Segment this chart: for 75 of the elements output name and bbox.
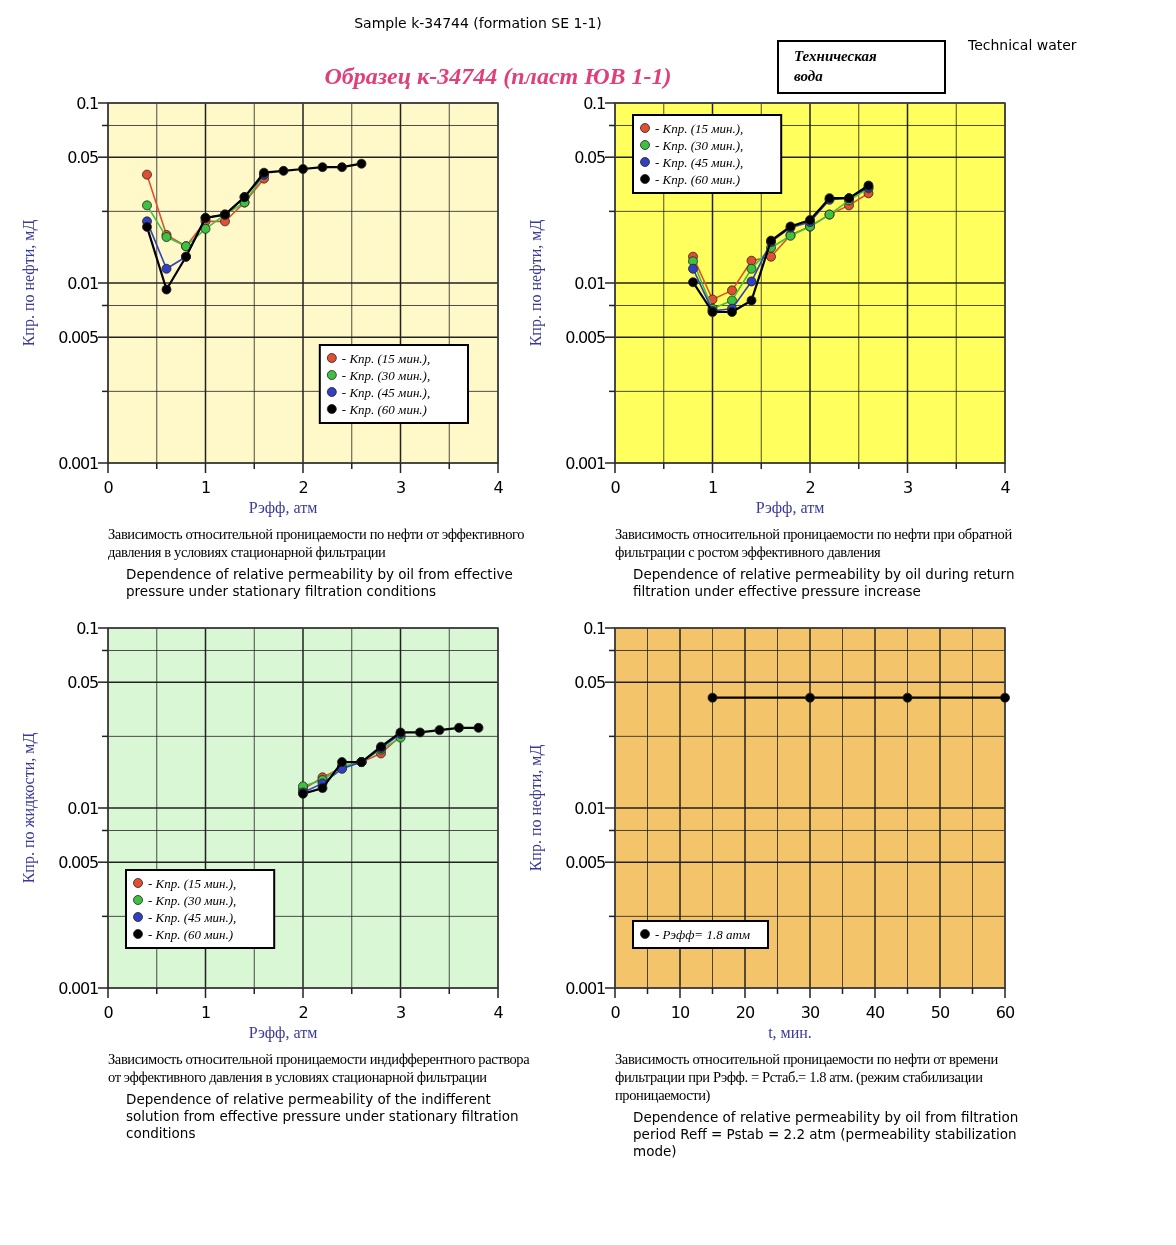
x-tick-label: 4 <box>1000 478 1011 497</box>
x-tick-label: 10 <box>670 1003 690 1022</box>
legend-label: - Кпр. (30 мин.), <box>148 893 237 908</box>
x-tick-label: 3 <box>902 478 913 497</box>
chart-title: Образец к-34744 (пласт ЮВ 1-1) <box>324 63 672 89</box>
y-tick-label: 0.05 <box>574 148 606 168</box>
legend-label: - Кпр. (15 мин.), <box>341 351 431 366</box>
text: Dependence of relative permeability by oil from filtration period Reff = Pstab = 2.2 atm (permeability stabilization mode) <box>633 1109 1019 1159</box>
x-tick-label: 3 <box>395 1003 406 1022</box>
legend-label: - Кпр. (30 мин.), <box>341 368 431 383</box>
y-tick-label: 0.05 <box>67 148 99 168</box>
y-tick-label: 0.01 <box>574 274 606 293</box>
y-tick-label: 0.005 <box>58 328 99 348</box>
x-tick-label: 1 <box>200 1003 211 1022</box>
y-tick-label: 0.005 <box>565 853 606 873</box>
y-tick-label: 0.01 <box>574 799 606 818</box>
text: Зависимость относительной проницаемости по нефти от времени фильтрации при Рэфф. = Рстаб.= 1.8 атм. (режим стабилизации проницаемости) <box>615 1051 999 1104</box>
x-tick-label: 0 <box>610 1003 621 1022</box>
legend-label: - Кпр. (45 мин.), <box>148 910 237 925</box>
chart-subtitle: Technical water <box>967 37 1077 53</box>
text: Dependence of relative permeability of the indifferent solution from effective pressure under stationary filtration conditions <box>126 1091 519 1141</box>
y-tick-label: 0.05 <box>574 673 606 693</box>
text: Dependence of relative permeability by oil during return filtration under effective pressure increase <box>633 566 1015 599</box>
y-tick-label: 0.01 <box>67 799 99 818</box>
chart-title: Техническая вода <box>794 48 877 84</box>
x-tick-label: 3 <box>395 478 406 497</box>
x-tick-label: 60 <box>995 1003 1015 1022</box>
x-axis-title: t, мин. <box>768 1024 812 1041</box>
y-axis-title: Кпр. по нефти, мД <box>527 219 545 347</box>
legend-label: - Кпр. (45 мин.), <box>655 155 744 170</box>
chart-subtitle: Sample k-34744 (formation SE 1-1) <box>354 15 602 31</box>
y-tick-label: 0.005 <box>58 853 99 873</box>
x-tick-label: 0 <box>103 478 114 497</box>
x-tick-label: 4 <box>493 478 504 497</box>
y-tick-label: 0.001 <box>565 979 606 998</box>
y-tick-label: 0.001 <box>58 979 99 998</box>
text: Dependence of relative permeability by oil from effective pressure under stationary filtration conditions <box>126 566 513 599</box>
x-tick-label: 2 <box>298 478 308 497</box>
legend-label: - Кпр. (15 мин.), <box>655 121 744 136</box>
y-tick-label: 0.001 <box>565 454 606 473</box>
y-axis-title: Кпр. по жидкости, мД <box>20 732 38 884</box>
x-axis-title: Рэфф, атм <box>755 499 825 517</box>
legend-label: - Кпр. (45 мин.), <box>341 385 431 400</box>
text: Зависимость относительной проницаемости индифферентного раствора от эффективного давления в условиях стационарной фильтрации <box>108 1051 531 1085</box>
x-tick-label: 50 <box>930 1003 950 1022</box>
x-tick-label: 4 <box>493 1003 504 1022</box>
legend-label: - Кпр. (15 мин.), <box>148 876 237 891</box>
y-tick-label: 0.01 <box>67 274 99 293</box>
legend-label: - Кпр. (60 мин.) <box>148 927 234 942</box>
y-tick-label: 0.1 <box>583 94 606 113</box>
y-tick-label: 0.001 <box>58 454 99 473</box>
x-tick-label: 40 <box>865 1003 885 1022</box>
y-tick-label: 0.005 <box>565 328 606 348</box>
y-tick-label: 0.1 <box>76 619 99 638</box>
y-tick-label: 0.05 <box>67 673 99 693</box>
x-axis-title: Рэфф, атм <box>248 499 318 517</box>
legend-label: - Рэфф= 1.8 атм <box>655 927 751 942</box>
text: Зависимость относительной проницаемости по нефти от эффективного давления в условиях стационарной фильтрации <box>108 526 525 560</box>
x-tick-label: 2 <box>805 478 815 497</box>
y-axis-title: Кпр. по нефти, мД <box>527 744 545 872</box>
legend-label: - Кпр. (60 мин.) <box>655 172 741 187</box>
y-tick-label: 0.1 <box>76 94 99 113</box>
x-tick-label: 0 <box>610 478 621 497</box>
x-tick-label: 1 <box>200 478 211 497</box>
x-tick-label: 1 <box>707 478 718 497</box>
x-tick-label: 2 <box>298 1003 308 1022</box>
legend-label: - Кпр. (30 мин.), <box>655 138 744 153</box>
text: Зависимость относительной проницаемости по нефти при обратной фильтрации с ростом эффективного давления <box>615 526 1013 560</box>
x-tick-label: 30 <box>800 1003 820 1022</box>
x-tick-label: 0 <box>103 1003 114 1022</box>
x-axis-title: Рэфф, атм <box>248 1024 318 1042</box>
y-axis-title: Кпр. по нефти, мД <box>20 219 38 347</box>
x-tick-label: 20 <box>735 1003 755 1022</box>
y-tick-label: 0.1 <box>583 619 606 638</box>
legend-label: - Кпр. (60 мин.) <box>341 402 427 417</box>
